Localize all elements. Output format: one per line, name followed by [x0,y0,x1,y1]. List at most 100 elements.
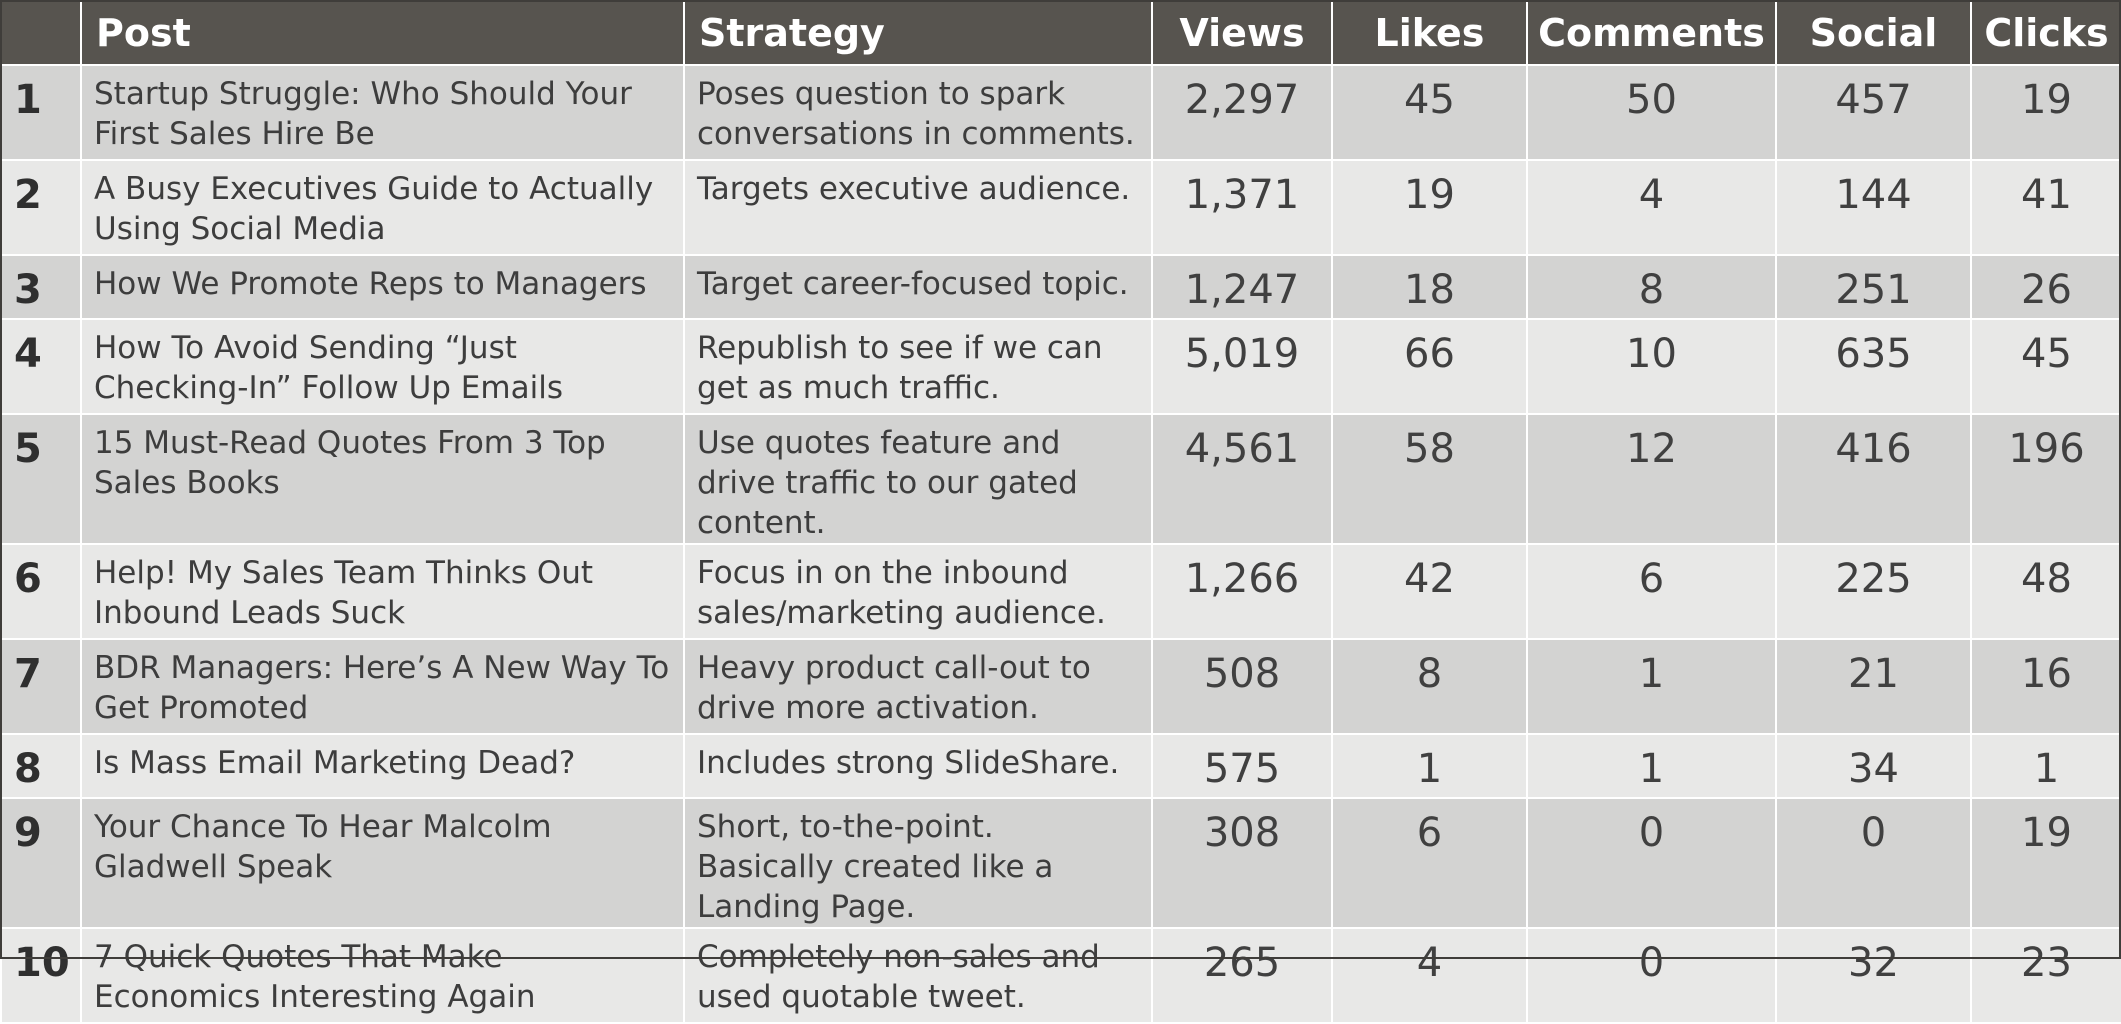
views-cell: 2,297 [1151,64,1333,161]
views-cell: 508 [1151,638,1333,735]
clicks-cell: 16 [1970,638,2121,735]
strategy-cell: Focus in on the inbound sales/marketing … [683,543,1153,640]
likes-cell: 6 [1331,797,1528,929]
social-cell: 32 [1775,927,1972,1024]
table-row: 9 Your Chance To Hear Malcolm Gladwell S… [0,797,2121,929]
header-strategy: Strategy [683,0,1153,66]
clicks-cell: 19 [1970,797,2121,929]
comments-cell: 1 [1526,638,1777,735]
social-cell: 251 [1775,254,1972,320]
clicks-cell: 41 [1970,159,2121,256]
header-likes: Likes [1331,0,1528,66]
views-cell: 4,561 [1151,413,1333,545]
post-cell: Startup Struggle: Who Should Your First … [80,64,685,161]
social-cell: 457 [1775,64,1972,161]
comments-cell: 50 [1526,64,1777,161]
social-cell: 416 [1775,413,1972,545]
post-cell: 7 Quick Quotes That Make Economics Inter… [80,927,685,1024]
likes-cell: 4 [1331,927,1528,1024]
likes-cell: 1 [1331,733,1528,799]
post-cell: 15 Must-Read Quotes From 3 Top Sales Boo… [80,413,685,545]
social-cell: 21 [1775,638,1972,735]
header-views: Views [1151,0,1333,66]
views-cell: 5,019 [1151,318,1333,415]
comments-cell: 8 [1526,254,1777,320]
strategy-cell: Republish to see if we can get as much t… [683,318,1153,415]
comments-cell: 0 [1526,797,1777,929]
comments-cell: 10 [1526,318,1777,415]
likes-cell: 8 [1331,638,1528,735]
rank-cell: 1 [0,64,82,161]
likes-cell: 58 [1331,413,1528,545]
social-cell: 0 [1775,797,1972,929]
likes-cell: 66 [1331,318,1528,415]
views-cell: 575 [1151,733,1333,799]
header-clicks: Clicks [1970,0,2121,66]
strategy-cell: Heavy product call-out to drive more act… [683,638,1153,735]
post-cell: How We Promote Reps to Managers [80,254,685,320]
views-cell: 1,371 [1151,159,1333,256]
strategy-cell: Completely non-sales and used quotable t… [683,927,1153,1024]
views-cell: 1,247 [1151,254,1333,320]
clicks-cell: 26 [1970,254,2121,320]
table-row: 5 15 Must-Read Quotes From 3 Top Sales B… [0,413,2121,545]
rank-cell: 7 [0,638,82,735]
rank-cell: 6 [0,543,82,640]
rank-cell: 8 [0,733,82,799]
clicks-cell: 45 [1970,318,2121,415]
clicks-cell: 196 [1970,413,2121,545]
post-cell: How To Avoid Sending “Just Checking-In” … [80,318,685,415]
likes-cell: 19 [1331,159,1528,256]
post-cell: Your Chance To Hear Malcolm Gladwell Spe… [80,797,685,929]
comments-cell: 0 [1526,927,1777,1024]
post-cell: Is Mass Email Marketing Dead? [80,733,685,799]
header-row: Post Strategy Views Likes Comments Socia… [0,0,2121,66]
views-cell: 308 [1151,797,1333,929]
header-post: Post [80,0,685,66]
social-cell: 34 [1775,733,1972,799]
table-row: 2 A Busy Executives Guide to Actually Us… [0,159,2121,256]
comments-cell: 12 [1526,413,1777,545]
header-comments: Comments [1526,0,1777,66]
header-rank [0,0,82,66]
rank-cell: 9 [0,797,82,929]
strategy-cell: Targets executive audience. [683,159,1153,256]
table-row: 8 Is Mass Email Marketing Dead? Includes… [0,733,2121,799]
post-cell: A Busy Executives Guide to Actually Usin… [80,159,685,256]
comments-cell: 4 [1526,159,1777,256]
social-cell: 225 [1775,543,1972,640]
views-cell: 1,266 [1151,543,1333,640]
table-row: 1 Startup Struggle: Who Should Your Firs… [0,64,2121,161]
strategy-cell: Poses question to spark conversations in… [683,64,1153,161]
likes-cell: 18 [1331,254,1528,320]
social-cell: 635 [1775,318,1972,415]
comments-cell: 1 [1526,733,1777,799]
rank-cell: 5 [0,413,82,545]
header-social: Social [1775,0,1972,66]
clicks-cell: 23 [1970,927,2121,1024]
likes-cell: 42 [1331,543,1528,640]
table-row: 10 7 Quick Quotes That Make Economics In… [0,927,2121,1024]
table-row: 4 How To Avoid Sending “Just Checking-In… [0,318,2121,415]
rank-cell: 10 [0,927,82,1024]
clicks-cell: 1 [1970,733,2121,799]
clicks-cell: 19 [1970,64,2121,161]
post-cell: BDR Managers: Here’s A New Way To Get Pr… [80,638,685,735]
likes-cell: 45 [1331,64,1528,161]
table-row: 6 Help! My Sales Team Thinks Out Inbound… [0,543,2121,640]
social-cell: 144 [1775,159,1972,256]
table-row: 7 BDR Managers: Here’s A New Way To Get … [0,638,2121,735]
rank-cell: 4 [0,318,82,415]
clicks-cell: 48 [1970,543,2121,640]
table-row: 3 How We Promote Reps to Managers Target… [0,254,2121,320]
strategy-cell: Short, to-the-point. Basically created l… [683,797,1153,929]
views-cell: 265 [1151,927,1333,1024]
rank-cell: 2 [0,159,82,256]
post-cell: Help! My Sales Team Thinks Out Inbound L… [80,543,685,640]
strategy-cell: Use quotes feature and drive traffic to … [683,413,1153,545]
strategy-cell: Target career-focused topic. [683,254,1153,320]
strategy-cell: Includes strong SlideShare. [683,733,1153,799]
rank-cell: 3 [0,254,82,320]
comments-cell: 6 [1526,543,1777,640]
